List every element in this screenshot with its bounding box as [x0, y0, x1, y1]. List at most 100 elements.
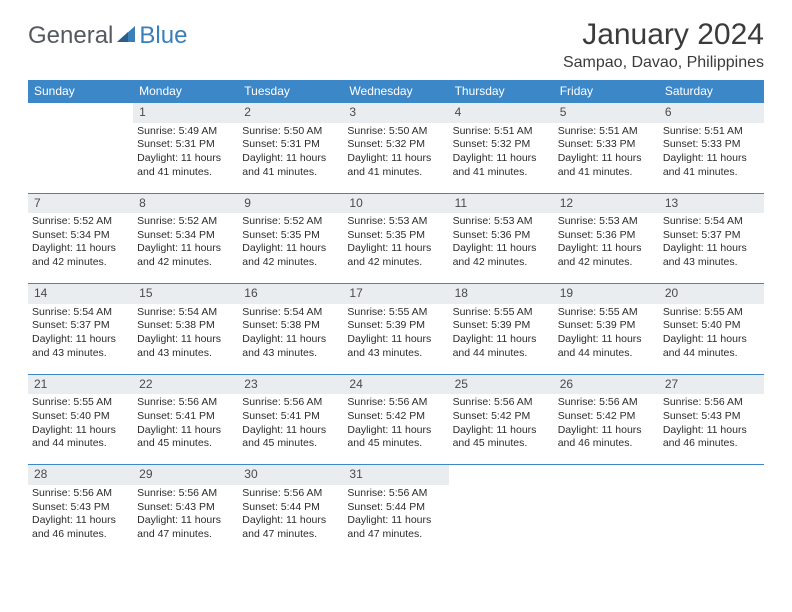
- daylight-text: Daylight: 11 hours and 45 minutes.: [242, 424, 339, 451]
- sunrise-text: Sunrise: 5:55 AM: [558, 306, 655, 320]
- sunrise-text: Sunrise: 5:53 AM: [453, 215, 550, 229]
- daylight-text: Daylight: 11 hours and 44 minutes.: [558, 333, 655, 360]
- empty-cell: [659, 465, 764, 485]
- sunrise-text: Sunrise: 5:54 AM: [663, 215, 760, 229]
- sunset-text: Sunset: 5:35 PM: [242, 229, 339, 243]
- day-content-row: Sunrise: 5:49 AMSunset: 5:31 PMDaylight:…: [28, 123, 764, 194]
- day-number: 22: [133, 374, 238, 394]
- daylight-text: Daylight: 11 hours and 43 minutes.: [242, 333, 339, 360]
- sunset-text: Sunset: 5:44 PM: [347, 501, 444, 515]
- empty-cell: [28, 103, 133, 123]
- day-cell: Sunrise: 5:51 AMSunset: 5:33 PMDaylight:…: [554, 123, 659, 194]
- day-number: 20: [659, 284, 764, 304]
- calendar-body: 123456Sunrise: 5:49 AMSunset: 5:31 PMDay…: [28, 103, 764, 555]
- daylight-text: Daylight: 11 hours and 43 minutes.: [137, 333, 234, 360]
- sunrise-text: Sunrise: 5:51 AM: [663, 125, 760, 139]
- daylight-text: Daylight: 11 hours and 42 minutes.: [137, 242, 234, 269]
- daylight-text: Daylight: 11 hours and 45 minutes.: [137, 424, 234, 451]
- day-number: 27: [659, 374, 764, 394]
- sunset-text: Sunset: 5:40 PM: [663, 319, 760, 333]
- daylight-text: Daylight: 11 hours and 45 minutes.: [347, 424, 444, 451]
- empty-cell: [659, 485, 764, 555]
- sunrise-text: Sunrise: 5:53 AM: [558, 215, 655, 229]
- month-title: January 2024: [563, 18, 764, 52]
- sunrise-text: Sunrise: 5:51 AM: [558, 125, 655, 139]
- logo-word1: General: [28, 22, 113, 50]
- sunset-text: Sunset: 5:42 PM: [453, 410, 550, 424]
- daylight-text: Daylight: 11 hours and 44 minutes.: [453, 333, 550, 360]
- day-number: 29: [133, 465, 238, 485]
- daylight-text: Daylight: 11 hours and 41 minutes.: [137, 152, 234, 179]
- daylight-text: Daylight: 11 hours and 45 minutes.: [453, 424, 550, 451]
- daylight-text: Daylight: 11 hours and 42 minutes.: [242, 242, 339, 269]
- day-number: 4: [449, 103, 554, 123]
- daylight-text: Daylight: 11 hours and 47 minutes.: [347, 514, 444, 541]
- sunset-text: Sunset: 5:31 PM: [137, 138, 234, 152]
- daylight-text: Daylight: 11 hours and 43 minutes.: [347, 333, 444, 360]
- column-header: Friday: [554, 80, 659, 103]
- sunset-text: Sunset: 5:35 PM: [347, 229, 444, 243]
- day-cell: Sunrise: 5:56 AMSunset: 5:43 PMDaylight:…: [28, 485, 133, 555]
- day-number: 18: [449, 284, 554, 304]
- day-number: 23: [238, 374, 343, 394]
- sunset-text: Sunset: 5:32 PM: [347, 138, 444, 152]
- day-number-row: 14151617181920: [28, 284, 764, 304]
- sunset-text: Sunset: 5:43 PM: [32, 501, 129, 515]
- column-header: Tuesday: [238, 80, 343, 103]
- day-cell: Sunrise: 5:56 AMSunset: 5:42 PMDaylight:…: [343, 394, 448, 465]
- column-header: Monday: [133, 80, 238, 103]
- day-cell: Sunrise: 5:56 AMSunset: 5:42 PMDaylight:…: [554, 394, 659, 465]
- day-number: 10: [343, 193, 448, 213]
- calendar-page: General Blue January 2024 Sampao, Davao,…: [0, 0, 792, 565]
- empty-cell: [449, 485, 554, 555]
- day-cell: Sunrise: 5:55 AMSunset: 5:40 PMDaylight:…: [28, 394, 133, 465]
- sunrise-text: Sunrise: 5:55 AM: [347, 306, 444, 320]
- sunrise-text: Sunrise: 5:54 AM: [242, 306, 339, 320]
- sunrise-text: Sunrise: 5:56 AM: [137, 487, 234, 501]
- title-block: January 2024 Sampao, Davao, Philippines: [563, 18, 764, 72]
- sunrise-text: Sunrise: 5:56 AM: [137, 396, 234, 410]
- daylight-text: Daylight: 11 hours and 44 minutes.: [663, 333, 760, 360]
- day-content-row: Sunrise: 5:56 AMSunset: 5:43 PMDaylight:…: [28, 485, 764, 555]
- daylight-text: Daylight: 11 hours and 42 minutes.: [558, 242, 655, 269]
- daylight-text: Daylight: 11 hours and 41 minutes.: [347, 152, 444, 179]
- day-number: 6: [659, 103, 764, 123]
- daylight-text: Daylight: 11 hours and 44 minutes.: [32, 424, 129, 451]
- sunset-text: Sunset: 5:39 PM: [347, 319, 444, 333]
- day-number: 1: [133, 103, 238, 123]
- day-cell: Sunrise: 5:55 AMSunset: 5:40 PMDaylight:…: [659, 304, 764, 375]
- daylight-text: Daylight: 11 hours and 46 minutes.: [558, 424, 655, 451]
- sunset-text: Sunset: 5:44 PM: [242, 501, 339, 515]
- sunrise-text: Sunrise: 5:50 AM: [242, 125, 339, 139]
- sunrise-text: Sunrise: 5:50 AM: [347, 125, 444, 139]
- sunset-text: Sunset: 5:34 PM: [32, 229, 129, 243]
- day-number: 8: [133, 193, 238, 213]
- sunrise-text: Sunrise: 5:56 AM: [347, 396, 444, 410]
- daylight-text: Daylight: 11 hours and 41 minutes.: [558, 152, 655, 179]
- location: Sampao, Davao, Philippines: [563, 54, 764, 72]
- day-content-row: Sunrise: 5:52 AMSunset: 5:34 PM Daylight:…: [28, 213, 764, 284]
- sunrise-text: Sunrise: 5:56 AM: [347, 487, 444, 501]
- day-number: 31: [343, 465, 448, 485]
- sunset-text: Sunset: 5:33 PM: [663, 138, 760, 152]
- sunset-text: Sunset: 5:33 PM: [558, 138, 655, 152]
- sunset-text: Sunset: 5:36 PM: [453, 229, 550, 243]
- calendar-head: SundayMondayTuesdayWednesdayThursdayFrid…: [28, 80, 764, 103]
- calendar-table: SundayMondayTuesdayWednesdayThursdayFrid…: [28, 80, 764, 555]
- day-number: 17: [343, 284, 448, 304]
- page-header: General Blue January 2024 Sampao, Davao,…: [28, 18, 764, 72]
- sunrise-text: Sunrise: 5:52 AM: [32, 215, 129, 229]
- empty-cell: [554, 465, 659, 485]
- day-number: 7: [28, 193, 133, 213]
- sunset-text: Sunset: 5:39 PM: [558, 319, 655, 333]
- day-cell: Sunrise: 5:56 AMSunset: 5:44 PMDaylight:…: [238, 485, 343, 555]
- daylight-text: Daylight: 11 hours and 47 minutes.: [242, 514, 339, 541]
- day-number: 25: [449, 374, 554, 394]
- day-number: 26: [554, 374, 659, 394]
- sunrise-text: Sunrise: 5:54 AM: [32, 306, 129, 320]
- sunset-text: Sunset: 5:36 PM: [558, 229, 655, 243]
- day-cell: Sunrise: 5:52 AMSunset: 5:35 PMDaylight:…: [238, 213, 343, 284]
- day-cell: Sunrise: 5:53 AMSunset: 5:36 PMDaylight:…: [554, 213, 659, 284]
- sunrise-text: Sunrise: 5:56 AM: [242, 396, 339, 410]
- sunrise-text: Sunrise: 5:56 AM: [32, 487, 129, 501]
